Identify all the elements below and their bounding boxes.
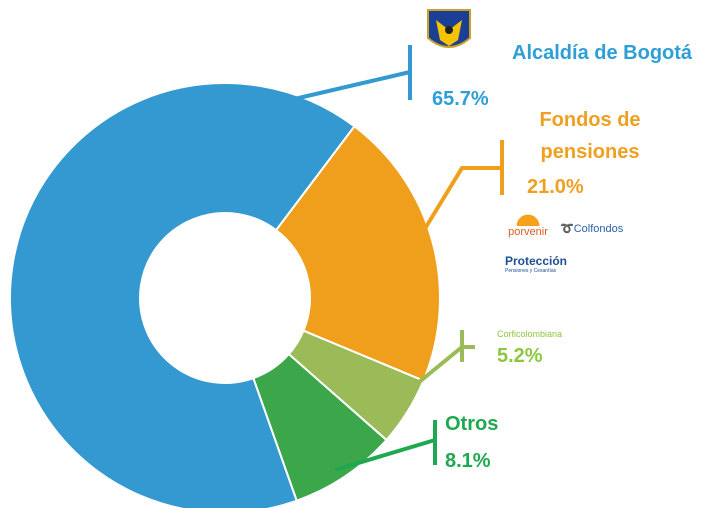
value-label: 8.1% bbox=[445, 450, 491, 472]
logo-porvenir: porvenir bbox=[504, 212, 552, 238]
category-label: Fondos de pensiones bbox=[539, 109, 641, 163]
category-label: Alcaldía de Bogotá bbox=[512, 42, 693, 64]
value-label: 21.0% bbox=[527, 176, 584, 198]
value-label: 65.7% bbox=[432, 88, 489, 110]
logo-proteccion: Protección Pensiones y Cesantías bbox=[505, 254, 568, 274]
category-label: Corficolombiana bbox=[497, 329, 563, 339]
slice bbox=[274, 124, 441, 383]
leader-lines bbox=[289, 45, 504, 472]
slice bbox=[9, 82, 356, 508]
value-label: 5.2% bbox=[497, 345, 543, 367]
category-label: Otros bbox=[445, 413, 499, 435]
logo-colfondos: ➰Colfondos bbox=[560, 223, 624, 235]
emblem bbox=[427, 9, 471, 48]
slices bbox=[9, 82, 441, 508]
